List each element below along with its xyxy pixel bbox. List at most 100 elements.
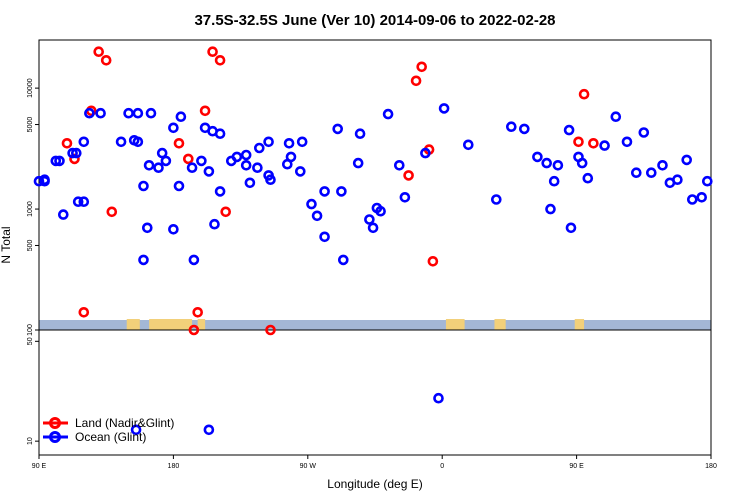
- ocean-point: [672, 174, 683, 185]
- ocean-point: [138, 254, 149, 266]
- land-point: [183, 153, 194, 165]
- ocean-point: [285, 151, 297, 163]
- ocean-point: [645, 167, 657, 178]
- land-point: [214, 54, 226, 66]
- land-patch: [445, 319, 465, 330]
- chart-title: 37.5S-32.5S June (Ver 10) 2014-09-06 to …: [194, 12, 555, 29]
- ocean-point: [582, 172, 594, 184]
- ocean-point: [175, 111, 187, 122]
- ocean-point: [294, 166, 306, 177]
- ocean-point: [337, 254, 349, 266]
- ocean-point: [33, 175, 45, 187]
- ocean-point: [433, 392, 444, 404]
- ocean-point: [336, 186, 347, 197]
- x-tick-label: 0: [440, 463, 444, 470]
- land-point: [403, 170, 414, 181]
- x-axis: 90 E 180 90 W 0 90 E 180: [32, 455, 717, 470]
- ocean-point: [173, 180, 185, 192]
- x-axis-label: Longitude (deg E): [327, 477, 422, 491]
- ocean-point: [686, 194, 698, 205]
- ocean-point: [545, 203, 556, 215]
- land-point: [573, 136, 584, 148]
- ocean-point: [84, 107, 95, 119]
- ocean-point: [696, 192, 708, 203]
- land-point: [207, 46, 218, 58]
- x-tick-label: 90 W: [300, 463, 317, 470]
- ocean-point: [214, 186, 226, 197]
- ocean-point: [296, 136, 308, 148]
- ocean-point: [621, 136, 633, 148]
- basemap-strip: [39, 319, 711, 330]
- ocean-point: [57, 209, 69, 220]
- ocean-point: [252, 162, 263, 173]
- land-point: [220, 206, 231, 218]
- x-tick-label: 90 E: [569, 463, 584, 470]
- ocean-point: [196, 155, 207, 167]
- ocean-point: [240, 160, 252, 171]
- land-point: [416, 61, 428, 73]
- ocean-point: [142, 222, 153, 234]
- ocean-point: [283, 138, 295, 149]
- y-tick-label: 10: [27, 437, 34, 445]
- y-axis-label: N Total: [0, 226, 13, 263]
- ocean-point: [364, 214, 375, 225]
- land-point: [199, 105, 211, 117]
- ocean-point: [214, 128, 226, 139]
- x-tick-label: 90 E: [32, 463, 47, 470]
- ocean-point: [311, 210, 323, 222]
- ocean-point: [382, 108, 394, 120]
- ocean-point: [153, 162, 164, 173]
- lower-plot-frame: [38, 329, 712, 456]
- land-point: [265, 324, 276, 336]
- ocean-point: [71, 147, 82, 159]
- y-tick-label: 500: [27, 240, 34, 252]
- land-point: [61, 138, 73, 149]
- ocean-point: [199, 122, 211, 134]
- ocean-point: [438, 103, 450, 114]
- ocean-point: [240, 149, 252, 161]
- ocean-point: [168, 224, 179, 235]
- ocean-point: [145, 107, 157, 119]
- land-point: [69, 153, 80, 165]
- ocean-point: [563, 124, 575, 136]
- ocean-point: [186, 162, 198, 173]
- ocean-point: [367, 222, 379, 234]
- land-point: [78, 306, 90, 318]
- land-patch: [162, 319, 193, 330]
- ocean-point: [638, 127, 650, 138]
- land-patch: [149, 319, 165, 330]
- land-point: [93, 46, 104, 58]
- ocean-point: [78, 136, 90, 148]
- ocean-strip: [39, 320, 711, 330]
- legend-land-label: Land (Nadir&Glint): [75, 416, 174, 430]
- ocean-point: [701, 175, 713, 187]
- ocean-point: [354, 128, 366, 139]
- ocean-point: [203, 166, 215, 177]
- ocean-point: [610, 111, 622, 122]
- ocean-point: [244, 177, 256, 189]
- ocean-point: [552, 160, 564, 171]
- legend-land-marker: [49, 417, 61, 429]
- ocean-point: [319, 231, 330, 243]
- land-patch: [494, 319, 506, 330]
- ocean-point: [160, 155, 172, 167]
- legend-ocean-marker: [49, 431, 61, 443]
- ocean-point: [72, 196, 84, 207]
- ocean-point: [132, 136, 144, 148]
- ocean-point: [54, 155, 65, 167]
- ocean-point: [420, 147, 431, 159]
- ocean-point: [95, 107, 106, 119]
- land-point: [106, 206, 118, 218]
- land-point: [100, 54, 112, 66]
- ocean-point: [132, 107, 144, 119]
- land-point: [427, 255, 439, 267]
- y-tick-label: 100: [27, 324, 34, 336]
- land-point: [578, 88, 590, 100]
- y-axis: 100 500 1000 5000 10000 10 50: [27, 78, 39, 445]
- y-tick-label: 1000: [27, 201, 34, 217]
- land-point: [173, 138, 185, 149]
- ocean-point: [548, 175, 560, 187]
- ocean-point: [138, 180, 149, 192]
- ocean-point: [39, 175, 50, 187]
